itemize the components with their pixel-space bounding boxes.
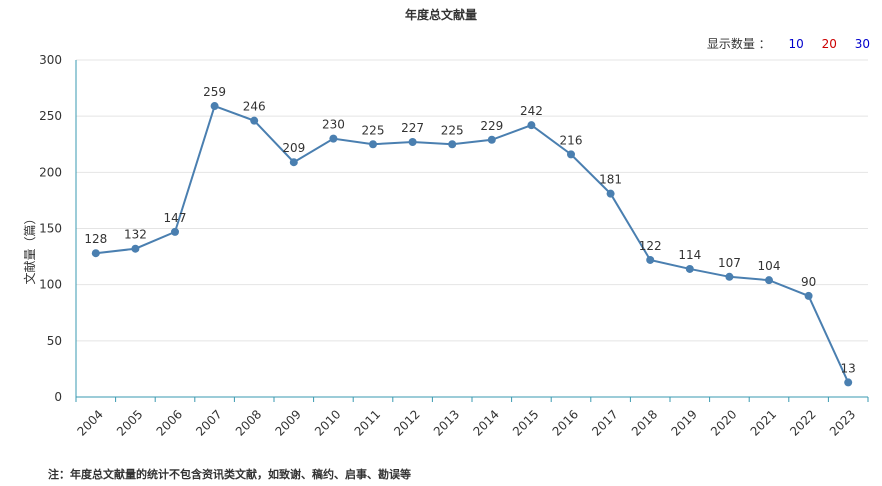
data-point [210, 102, 219, 111]
data-point [804, 291, 813, 300]
data-point [725, 272, 734, 281]
data-label: 227 [401, 121, 424, 135]
data-point [369, 140, 377, 149]
y-tick-label: 200 [39, 165, 62, 179]
data-label: 225 [441, 123, 464, 137]
data-point [685, 264, 694, 273]
data-point [844, 378, 853, 387]
data-point [171, 227, 179, 236]
data-point [606, 189, 615, 198]
data-label: 128 [84, 232, 107, 246]
data-label: 147 [164, 211, 187, 225]
y-tick-label: 0 [54, 390, 62, 404]
x-tick-label: 2023 [827, 407, 858, 438]
x-tick-label: 2022 [787, 407, 818, 438]
data-label: 259 [203, 85, 226, 99]
data-point [487, 135, 496, 144]
x-tick-label: 2016 [550, 407, 581, 438]
x-tick-label: 2007 [193, 407, 224, 438]
data-label: 90 [801, 275, 816, 289]
data-label: 181 [599, 173, 622, 187]
x-tick-label: 2015 [510, 407, 541, 438]
x-tick-label: 2006 [154, 407, 185, 438]
data-point [131, 244, 140, 253]
data-label: 216 [560, 133, 583, 147]
count-option-20[interactable]: 20 [821, 37, 837, 51]
y-tick-label: 300 [39, 53, 62, 67]
data-label: 122 [639, 239, 662, 253]
y-tick-label: 50 [47, 334, 62, 348]
series-line [95, 104, 850, 383]
data-point [567, 150, 575, 159]
y-tick-label: 250 [39, 109, 62, 123]
footnote: 注：年度总文献量的统计不包含资讯类文献，如致谢、稿约、启事、勘误等 [48, 468, 411, 481]
data-label: 225 [362, 123, 385, 137]
y-tick-label: 150 [39, 222, 62, 236]
data-point [329, 134, 338, 143]
data-point [527, 121, 536, 130]
x-tick-label: 2021 [748, 407, 779, 438]
data-label: 107 [718, 256, 741, 270]
data-point [448, 140, 457, 149]
data-point [408, 138, 417, 147]
data-label: 132 [124, 228, 147, 242]
data-label: 246 [243, 100, 266, 114]
data-point [646, 255, 655, 264]
chart-title: 年度总文献量 [404, 8, 477, 22]
data-point [91, 249, 100, 258]
x-tick-label: 2008 [233, 407, 264, 438]
data-point [289, 158, 298, 167]
data-label: 104 [758, 259, 781, 273]
display-count-switcher: 显示数量 ： 10 20 30 [707, 35, 870, 52]
x-tick-label: 2013 [431, 407, 462, 438]
x-tick-label: 2004 [74, 407, 105, 438]
data-label: 114 [678, 248, 701, 262]
y-tick-label: 100 [39, 278, 62, 292]
x-tick-label: 2011 [352, 407, 383, 438]
data-point [250, 116, 259, 125]
data-label: 242 [520, 104, 543, 118]
data-label: 230 [322, 118, 345, 132]
count-option-10[interactable]: 10 [788, 37, 804, 51]
x-tick-label: 2012 [391, 407, 422, 438]
x-tick-label: 2019 [668, 407, 699, 438]
display-count-label: 显示数量 ： [706, 37, 771, 51]
data-point [765, 276, 773, 285]
data-label: 229 [480, 119, 503, 133]
x-tick-label: 2020 [708, 407, 739, 438]
data-label: 13 [841, 361, 856, 375]
y-axis-title: 文献量（篇） [22, 212, 37, 284]
x-tick-label: 2017 [589, 407, 620, 438]
count-option-30[interactable]: 30 [854, 37, 870, 51]
x-tick-label: 2005 [114, 407, 145, 438]
x-tick-label: 2018 [629, 407, 660, 438]
data-label: 209 [282, 141, 305, 155]
x-tick-label: 2009 [272, 407, 303, 438]
x-tick-label: 2014 [470, 407, 501, 438]
x-tick-label: 2010 [312, 407, 343, 438]
